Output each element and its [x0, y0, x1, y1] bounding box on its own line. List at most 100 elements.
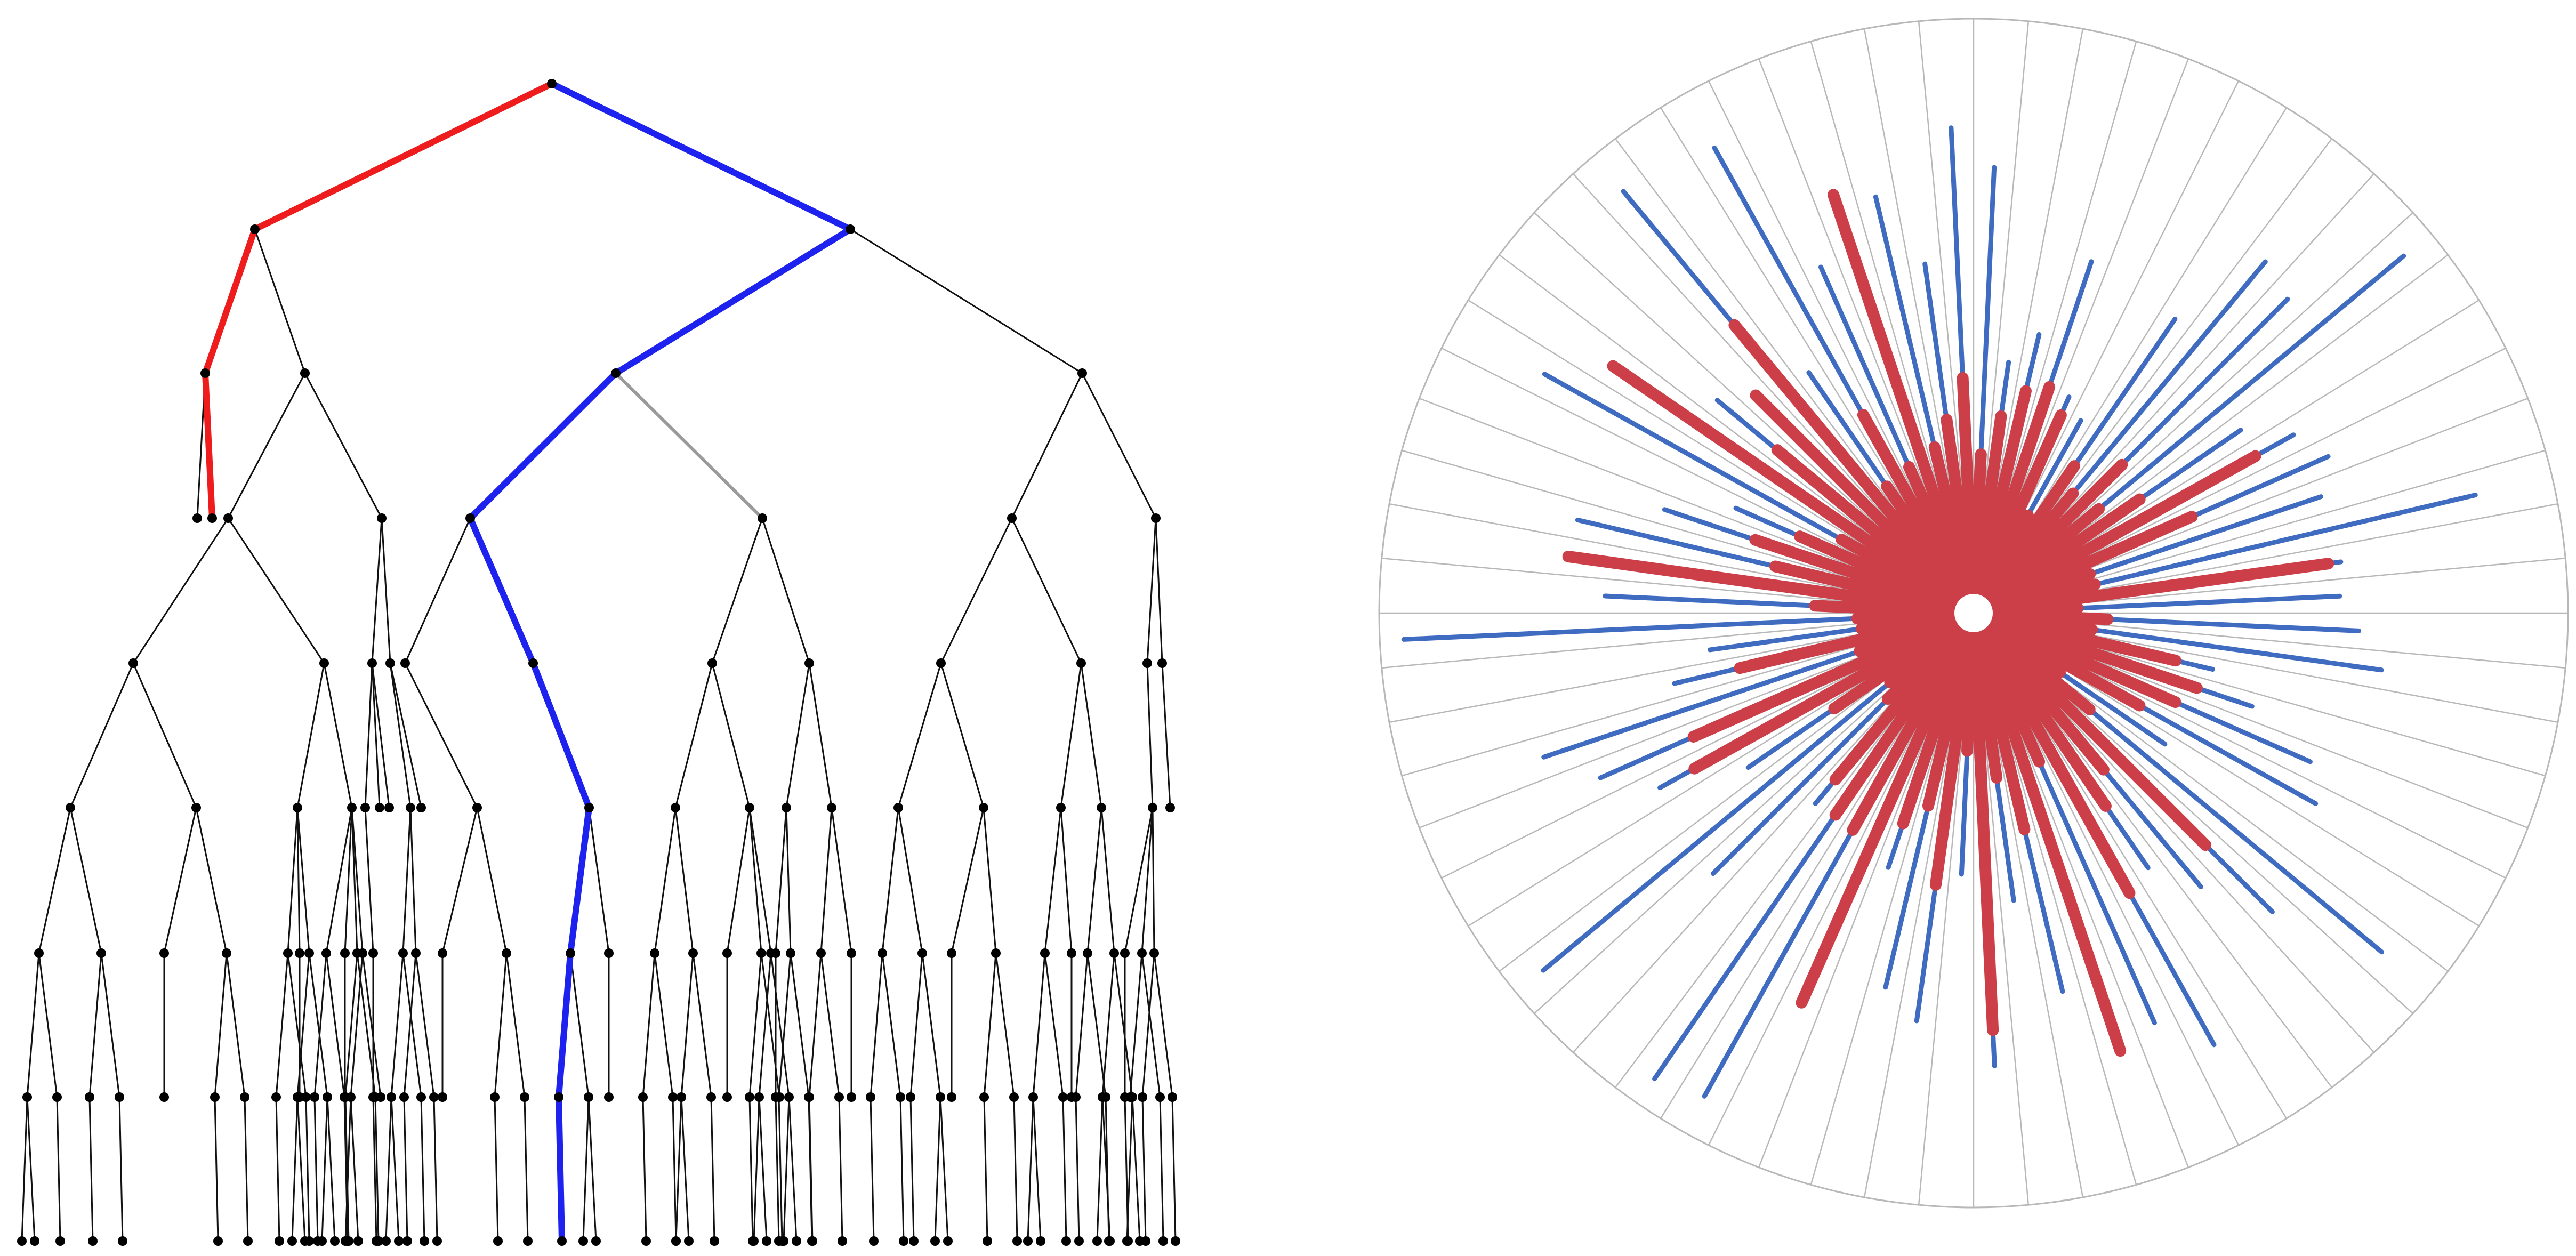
tree-edge: [820, 807, 833, 954]
tree-node: [400, 658, 410, 668]
tree-path-edges: [202, 80, 854, 1244]
tree-edge: [778, 1097, 783, 1242]
tree-node: [878, 948, 887, 958]
tree-edge: [642, 953, 656, 1098]
tree-edge: [344, 1097, 350, 1242]
tree-node: [1009, 1092, 1019, 1102]
tree-node: [782, 803, 791, 812]
tree-node: [416, 803, 426, 812]
tree-node: [779, 1236, 788, 1246]
tree-edge: [390, 953, 404, 1098]
tree-edge: [1086, 807, 1102, 954]
tree-edge: [494, 1097, 499, 1242]
tree-node: [310, 1092, 319, 1102]
tree-node: [893, 803, 903, 812]
tree-edge: [710, 1097, 715, 1242]
tree-node: [213, 1236, 223, 1246]
tree-edge: [675, 1097, 682, 1242]
tree-edge: [808, 1097, 814, 1242]
tree-node: [271, 1092, 281, 1102]
tree-node: [754, 1092, 764, 1102]
tree-edge: [415, 953, 435, 1098]
tree-edge: [308, 953, 328, 1098]
tree-diagram: [17, 79, 1180, 1246]
tree-edge: [403, 1097, 408, 1242]
tree-edge: [897, 663, 942, 808]
tree-edge: [441, 807, 478, 954]
tree-node: [283, 948, 293, 958]
tree-edge: [1044, 953, 1064, 1098]
tree-node: [353, 1236, 363, 1246]
tree-node: [706, 1092, 716, 1102]
tree-node: [834, 1092, 844, 1102]
tree-node: [774, 1092, 784, 1102]
tree-edge: [227, 518, 325, 664]
tree-edge: [909, 1097, 915, 1242]
tree-edge: [1100, 807, 1115, 954]
tree-node: [1056, 803, 1066, 812]
tree-edge: [674, 663, 713, 808]
tree-node: [420, 1236, 429, 1246]
tree-edge: [227, 373, 306, 519]
tree-edge: [951, 807, 985, 954]
tree-edge: [132, 518, 229, 664]
tree-node: [17, 1236, 27, 1246]
tree-node: [304, 1236, 314, 1246]
tree-node: [554, 1092, 564, 1102]
tree-edge: [226, 953, 246, 1098]
tree-edge: [820, 953, 840, 1098]
tree-edge: [214, 1097, 219, 1242]
tree-edge: [674, 807, 694, 954]
tree-edge: [921, 953, 941, 1098]
tree-edge: [587, 1097, 597, 1242]
tree-node: [96, 948, 106, 958]
tree-edge: [381, 518, 391, 664]
tree-node: [1083, 948, 1092, 958]
tree-node: [1074, 1236, 1084, 1246]
tree-node: [786, 948, 795, 958]
tree-edge: [1155, 518, 1163, 664]
tree-edge: [275, 953, 289, 1098]
tree-node: [671, 1236, 681, 1246]
tree-node: [1142, 658, 1152, 668]
tree-edge: [350, 1097, 359, 1242]
tree-edge: [1086, 953, 1107, 1098]
tree-node: [1141, 1236, 1150, 1246]
tree-edge: [614, 372, 764, 520]
radial-burst-diagram: [1378, 18, 2569, 1209]
tree-edge: [364, 807, 374, 954]
tree-node: [1067, 948, 1076, 958]
tree-edge: [275, 1097, 280, 1242]
tree-node: [838, 1236, 847, 1246]
tree-node: [432, 1236, 442, 1246]
tree-node: [295, 948, 304, 958]
tree-edge: [326, 1097, 336, 1242]
tree-edge: [711, 518, 763, 664]
tree-edge: [1159, 1097, 1164, 1242]
tree-node: [707, 658, 717, 668]
tree-edge: [118, 1097, 124, 1242]
tree-edge: [296, 953, 310, 1098]
tree-edge: [323, 663, 353, 808]
tree-edge: [344, 807, 353, 954]
tree-node: [374, 1236, 383, 1246]
tree-edge: [748, 953, 762, 1098]
tree-edge: [402, 807, 412, 954]
tree-node: [399, 1092, 409, 1102]
tree-node: [804, 1092, 814, 1102]
tree-node: [319, 658, 329, 668]
tree-node: [808, 1236, 817, 1246]
tree-node: [758, 513, 767, 523]
tree-node: [330, 1236, 340, 1246]
tree-node: [300, 368, 310, 378]
tree-node: [293, 1092, 302, 1102]
tree-node: [411, 948, 421, 958]
tree-edge: [1060, 663, 1082, 808]
tree-node: [983, 1236, 992, 1246]
tree-edge: [778, 953, 792, 1098]
tree-node: [936, 1092, 945, 1102]
tree-edge: [132, 663, 197, 808]
tree-node: [128, 658, 138, 668]
tree-edge: [344, 1097, 352, 1242]
tree-edge: [831, 807, 852, 954]
